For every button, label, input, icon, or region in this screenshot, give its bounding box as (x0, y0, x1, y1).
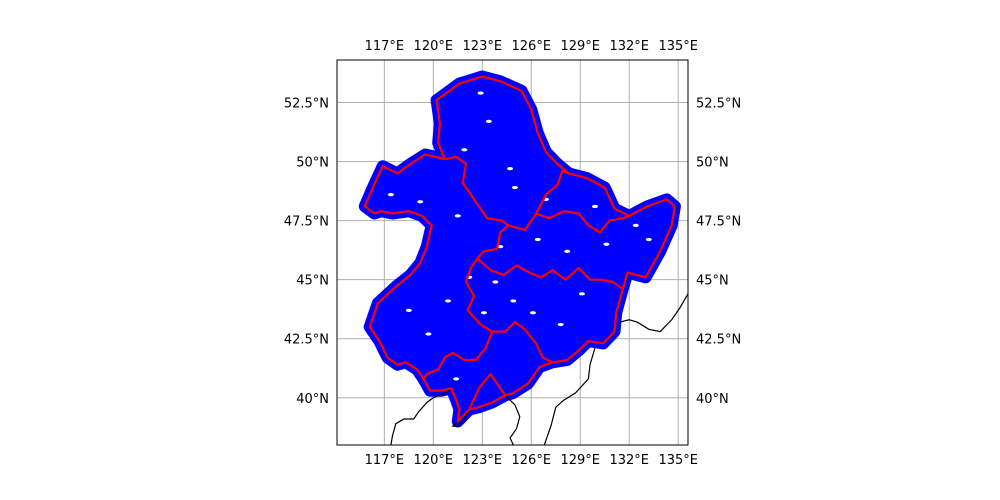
lake-gap (557, 322, 564, 327)
lon-tick-label-bottom: 117°E (365, 453, 405, 468)
lon-tick-label-bottom: 123°E (463, 453, 503, 468)
lon-tick-label-bottom: 126°E (512, 453, 552, 468)
lake-gap (417, 200, 424, 204)
lon-tick-label-bottom: 120°E (414, 453, 454, 468)
lake-gap (578, 292, 585, 296)
lake-gap (554, 129, 561, 133)
province-border (535, 210, 630, 234)
province-borders-layer (363, 75, 676, 423)
lake-gap (603, 242, 610, 246)
lake-gap (564, 249, 571, 253)
lake-gap (510, 299, 517, 303)
lake-gap (645, 237, 652, 242)
map-plot-area (337, 60, 688, 445)
lat-tick-label-left: 45°N (296, 274, 329, 289)
lake-gap (454, 214, 461, 218)
map-frame (336, 59, 689, 446)
province-border (508, 169, 570, 232)
lake-gap (591, 204, 598, 209)
lon-tick-label-top: 126°E (512, 39, 552, 54)
lake-gap (485, 119, 492, 124)
lake-gap (453, 377, 460, 381)
lon-tick-label-top: 135°E (658, 39, 698, 54)
province-border (468, 373, 507, 411)
coastline (543, 348, 596, 445)
lat-tick-label-left: 47.5°N (284, 215, 329, 230)
coastline (390, 387, 452, 445)
lake-gap (387, 193, 394, 197)
province-border (476, 257, 624, 290)
lat-tick-label-right: 52.5°N (696, 97, 741, 112)
lon-tick-label-top: 117°E (365, 39, 405, 54)
lake-holes-layer (387, 91, 652, 381)
lat-tick-label-left: 40°N (296, 392, 329, 407)
lat-tick-label-left: 52.5°N (284, 97, 329, 112)
coastline (504, 394, 521, 445)
province-border (422, 155, 510, 380)
tick-labels: 117°E 117°E 120°E 120°E 123°E 123°E 126°E 126°E… (284, 39, 741, 468)
lake-gap (534, 237, 541, 242)
lake-gap (632, 223, 639, 227)
lon-tick-label-top: 120°E (414, 39, 454, 54)
lat-tick-label-right: 50°N (696, 156, 729, 171)
coastline-layer (390, 293, 688, 445)
lake-gap (461, 148, 468, 152)
lake-gap (477, 91, 484, 95)
lake-gap (405, 308, 412, 312)
lake-gap (445, 299, 452, 303)
lat-tick-label-left: 42.5°N (284, 333, 329, 348)
coastline (619, 293, 688, 333)
lon-tick-label-top: 132°E (609, 39, 649, 54)
lon-tick-label-top: 129°E (560, 39, 600, 54)
lake-gap (492, 280, 499, 284)
lon-tick-label-bottom: 132°E (609, 453, 649, 468)
lake-gap (507, 167, 514, 171)
lake-gap (425, 332, 432, 336)
region-outer-border (363, 75, 676, 423)
coastline (451, 409, 470, 427)
lat-tick-label-right: 47.5°N (696, 215, 741, 230)
lake-gap (480, 311, 487, 315)
lake-gap (511, 185, 518, 190)
lat-tick-label-left: 50°N (296, 156, 329, 171)
lake-gap (529, 311, 536, 315)
lat-tick-label-right: 42.5°N (696, 333, 741, 348)
lat-tick-label-right: 45°N (696, 274, 729, 289)
lat-tick-label-right: 40°N (696, 392, 729, 407)
lon-tick-label-top: 123°E (463, 39, 503, 54)
lon-tick-label-bottom: 129°E (560, 453, 600, 468)
province-border (492, 321, 553, 364)
lon-tick-label-bottom: 135°E (658, 453, 698, 468)
